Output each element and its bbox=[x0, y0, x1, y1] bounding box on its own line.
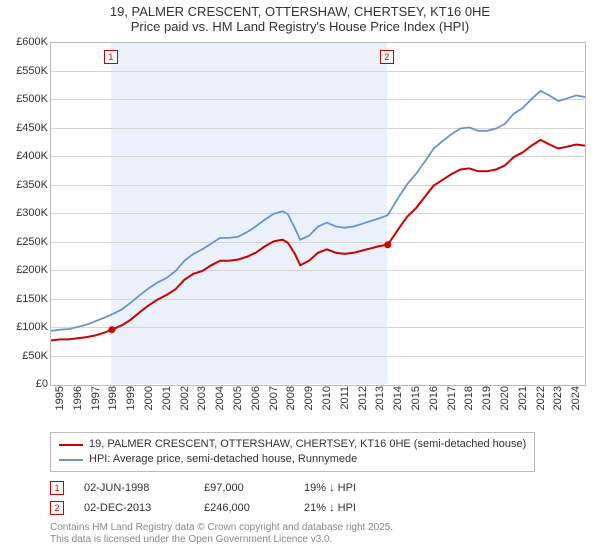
transactions-table: 1 02-JUN-1998 £97,000 19% ↓ HPI 2 02-DEC… bbox=[50, 478, 404, 518]
footer-line-2: This data is licensed under the Open Gov… bbox=[50, 534, 332, 545]
x-axis-label: 1995 bbox=[54, 386, 66, 416]
marker-dot-1 bbox=[108, 326, 115, 333]
x-axis-label: 2019 bbox=[481, 386, 493, 416]
tx-date-1: 02-JUN-1998 bbox=[84, 478, 204, 498]
x-axis-label: 2002 bbox=[179, 386, 191, 416]
x-axis-label: 2024 bbox=[570, 386, 582, 416]
x-axis-label: 2016 bbox=[428, 386, 440, 416]
y-axis-label: £500K bbox=[2, 93, 48, 105]
y-axis-label: £550K bbox=[2, 65, 48, 77]
table-row: 2 02-DEC-2013 £246,000 21% ↓ HPI bbox=[50, 498, 404, 518]
series-hpi bbox=[51, 91, 585, 331]
chart-lines bbox=[51, 43, 585, 385]
title-line-1: 19, PALMER CRESCENT, OTTERSHAW, CHERTSEY… bbox=[0, 4, 600, 19]
tx-marker-2: 2 bbox=[50, 501, 64, 515]
tx-price-2: £246,000 bbox=[204, 498, 304, 518]
x-axis-label: 2018 bbox=[463, 386, 475, 416]
x-axis-label: 2020 bbox=[499, 386, 511, 416]
marker-box-1: 1 bbox=[104, 50, 118, 64]
x-axis-label: 2004 bbox=[214, 386, 226, 416]
x-axis-label: 1997 bbox=[90, 386, 102, 416]
marker-box-2: 2 bbox=[380, 50, 394, 64]
x-axis-label: 2001 bbox=[161, 386, 173, 416]
y-axis-label: £0 bbox=[2, 378, 48, 390]
tx-hpi-2: 21% ↓ HPI bbox=[304, 498, 404, 518]
tx-marker-1: 1 bbox=[50, 481, 64, 495]
footer-attribution: Contains HM Land Registry data © Crown c… bbox=[50, 522, 393, 546]
x-axis-label: 2009 bbox=[303, 386, 315, 416]
x-axis-label: 1998 bbox=[107, 386, 119, 416]
y-axis-label: £350K bbox=[2, 179, 48, 191]
y-axis-label: £50K bbox=[2, 350, 48, 362]
tx-price-1: £97,000 bbox=[204, 478, 304, 498]
y-axis-label: £100K bbox=[2, 321, 48, 333]
legend-label-2: HPI: Average price, semi-detached house,… bbox=[89, 452, 357, 467]
legend-label-1: 19, PALMER CRESCENT, OTTERSHAW, CHERTSEY… bbox=[89, 437, 526, 452]
y-axis-label: £300K bbox=[2, 207, 48, 219]
x-axis-label: 2008 bbox=[285, 386, 297, 416]
y-axis-label: £400K bbox=[2, 150, 48, 162]
y-axis-label: £200K bbox=[2, 264, 48, 276]
x-axis-label: 1999 bbox=[125, 386, 137, 416]
y-axis-label: £150K bbox=[2, 293, 48, 305]
x-axis-label: 2013 bbox=[374, 386, 386, 416]
table-row: 1 02-JUN-1998 £97,000 19% ↓ HPI bbox=[50, 478, 404, 498]
title-line-2: Price paid vs. HM Land Registry's House … bbox=[0, 19, 600, 34]
x-axis-label: 1996 bbox=[72, 386, 84, 416]
marker-dot-2 bbox=[384, 241, 391, 248]
x-axis-label: 2006 bbox=[250, 386, 262, 416]
x-axis-label: 2011 bbox=[339, 386, 351, 416]
y-axis-label: £250K bbox=[2, 236, 48, 248]
y-axis-label: £450K bbox=[2, 122, 48, 134]
tx-date-2: 02-DEC-2013 bbox=[84, 498, 204, 518]
x-axis-label: 2000 bbox=[143, 386, 155, 416]
y-axis-label: £600K bbox=[2, 36, 48, 48]
footer-line-1: Contains HM Land Registry data © Crown c… bbox=[50, 522, 393, 533]
x-axis-label: 2010 bbox=[321, 386, 333, 416]
x-axis-label: 2017 bbox=[446, 386, 458, 416]
legend-box: 19, PALMER CRESCENT, OTTERSHAW, CHERTSEY… bbox=[50, 432, 535, 472]
x-axis-label: 2014 bbox=[392, 386, 404, 416]
legend-swatch-1 bbox=[59, 444, 83, 446]
chart-plot-area bbox=[50, 42, 586, 386]
x-axis-label: 2007 bbox=[268, 386, 280, 416]
x-axis-label: 2023 bbox=[552, 386, 564, 416]
tx-hpi-1: 19% ↓ HPI bbox=[304, 478, 404, 498]
legend-swatch-2 bbox=[59, 459, 83, 461]
x-axis-label: 2003 bbox=[196, 386, 208, 416]
x-axis-label: 2005 bbox=[232, 386, 244, 416]
x-axis-label: 2021 bbox=[517, 386, 529, 416]
x-axis-label: 2012 bbox=[357, 386, 369, 416]
series-price_paid bbox=[51, 140, 585, 341]
x-axis-label: 2022 bbox=[535, 386, 547, 416]
x-axis-label: 2015 bbox=[410, 386, 422, 416]
